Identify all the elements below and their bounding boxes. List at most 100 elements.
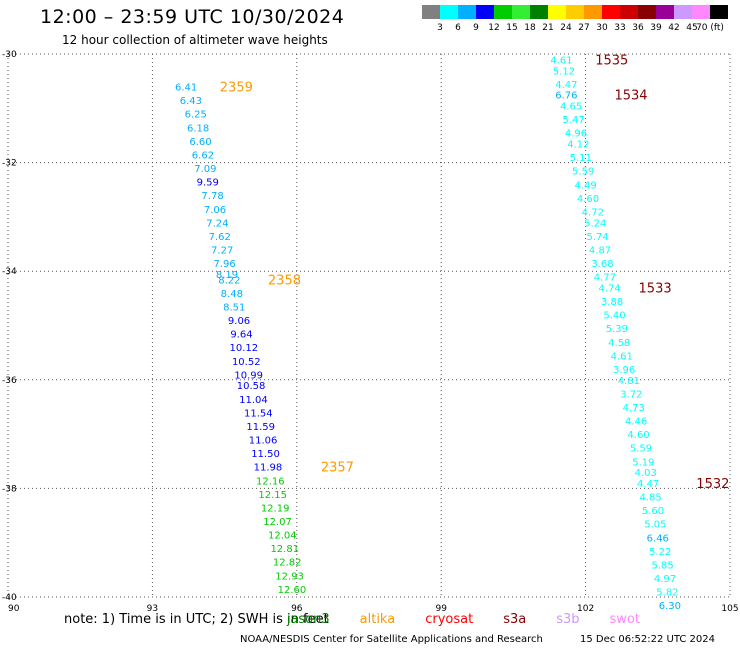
y-tick-label: -36 xyxy=(2,376,17,386)
wave-height-value: 4.47 xyxy=(637,479,659,490)
colorbar-swatch xyxy=(458,5,476,19)
wave-height-value: 6.30 xyxy=(659,601,681,612)
colorbar-label: 15 xyxy=(506,23,517,33)
wave-height-value: 6.46 xyxy=(647,533,669,544)
page-title: 12:00 – 23:59 UTC 10/30/2024 xyxy=(40,6,345,28)
wave-height-value: 5.47 xyxy=(562,115,584,126)
y-tick-label: -32 xyxy=(2,159,17,169)
wave-height-value: 5.82 xyxy=(656,588,678,599)
colorbar-label: 18 xyxy=(524,23,536,33)
wave-height-value: 10.52 xyxy=(232,357,261,368)
x-tick-label: 102 xyxy=(577,604,594,614)
wave-height-value: 7.24 xyxy=(206,218,228,229)
wave-height-value: 6.18 xyxy=(187,123,209,134)
wave-height-value: 5.59 xyxy=(572,167,594,178)
wave-height-value: 5.59 xyxy=(630,444,652,455)
wave-height-value: 6.62 xyxy=(192,150,214,161)
footer-timestamp: 15 Dec 06:52:22 UTC 2024 xyxy=(580,634,715,645)
wave-height-value: 4.77 xyxy=(594,273,616,284)
wave-height-value: 4.47 xyxy=(555,80,577,91)
wave-height-value: 12.60 xyxy=(278,585,307,596)
pass-time-label: 2357 xyxy=(321,461,354,476)
wave-height-value: 11.59 xyxy=(246,422,275,433)
wave-height-value: 5.11 xyxy=(570,153,592,164)
colorbar-label: 6 xyxy=(455,23,461,33)
colorbar-label: 21 xyxy=(542,23,553,33)
wave-height-value: 4.60 xyxy=(627,430,649,441)
colorbar-label: 36 xyxy=(632,23,644,33)
wave-height-value: 8.22 xyxy=(218,275,240,286)
wave-height-value: 10.12 xyxy=(230,343,259,354)
x-tick-label: 99 xyxy=(435,604,447,614)
wave-height-value: 4.97 xyxy=(654,574,676,585)
wave-height-value: 7.96 xyxy=(213,259,235,270)
wave-height-value: 4.60 xyxy=(577,194,599,205)
wave-height-value: 7.78 xyxy=(201,191,223,202)
colorbar-swatch xyxy=(692,5,710,19)
wave-height-value: 12.19 xyxy=(261,503,290,514)
wave-height-value: 4.12 xyxy=(567,140,589,151)
wave-height-value: 6.25 xyxy=(185,110,207,121)
colorbar-swatch xyxy=(656,5,674,19)
wave-height-value: 10.99 xyxy=(234,370,263,381)
colorbar-swatch xyxy=(476,5,494,19)
colorbar-label: 12 xyxy=(488,23,499,33)
colorbar-swatch xyxy=(548,5,566,19)
wave-height-value: 9.59 xyxy=(197,178,219,189)
colorbar-label: 33 xyxy=(614,23,625,33)
wave-height-value: 4.72 xyxy=(582,207,604,218)
wave-height-value: 9.06 xyxy=(228,316,250,327)
wave-height-value: 5.40 xyxy=(603,311,625,322)
wave-height-value: 4.96 xyxy=(565,129,587,140)
wave-height-value: 4.65 xyxy=(560,102,582,113)
wave-height-value: 4.85 xyxy=(639,493,661,504)
x-tick-label: 93 xyxy=(147,604,158,614)
wave-height-value: 5.05 xyxy=(644,520,666,531)
wave-height-value: 4.73 xyxy=(623,403,645,414)
wave-height-value: 7.06 xyxy=(204,205,226,216)
wave-height-value: 12.15 xyxy=(258,490,287,501)
colorbar-swatch xyxy=(530,5,548,19)
wave-height-value: 12.81 xyxy=(270,544,299,555)
wave-height-value: 8.51 xyxy=(223,302,245,313)
colorbar-label: 39 xyxy=(650,23,662,33)
wave-height-value: 4.74 xyxy=(599,283,621,294)
colorbar-swatch xyxy=(566,5,584,19)
wave-height-value: 3.68 xyxy=(591,259,613,270)
satellite-legend-jason3: jason3 xyxy=(286,612,330,627)
wave-height-value: 5.39 xyxy=(606,324,628,335)
wave-height-value: 6.43 xyxy=(180,96,202,107)
wave-height-value: 5.60 xyxy=(642,506,664,517)
wave-height-value: 8.19 xyxy=(216,270,238,281)
wave-height-value: 7.62 xyxy=(209,232,231,243)
pass-time-label: 2359 xyxy=(220,81,253,96)
wave-height-value: 4.61 xyxy=(611,351,633,362)
x-tick-label: 90 xyxy=(8,604,20,614)
satellite-legend-cryosat: cryosat xyxy=(425,612,474,627)
x-tick-label: 96 xyxy=(291,604,303,614)
wave-height-value: 4.49 xyxy=(574,180,596,191)
colorbar-label: 42 xyxy=(668,23,679,33)
pass-time-label: 1532 xyxy=(696,477,729,492)
pass-time-label: 1534 xyxy=(614,89,647,104)
wave-height-value: 4.58 xyxy=(608,338,630,349)
colorbar-label: 27 xyxy=(578,23,589,33)
pass-time-label: 1535 xyxy=(595,53,628,68)
satellite-legend-swot: swot xyxy=(609,612,640,627)
wave-height-value: 6.60 xyxy=(189,137,211,148)
y-tick-label: -40 xyxy=(2,593,17,603)
colorbar-swatch xyxy=(638,5,656,19)
satellite-legend-s3a: s3a xyxy=(503,612,527,627)
colorbar-swatch xyxy=(710,5,728,19)
wave-height-value: 3.72 xyxy=(620,389,642,400)
wave-height-value: 11.98 xyxy=(254,463,283,474)
colorbar-swatch xyxy=(674,5,692,19)
colorbar-label: 9 xyxy=(473,23,479,33)
colorbar-label: 30 xyxy=(596,23,608,33)
pass-time-label: 2358 xyxy=(268,273,301,288)
wave-height-value: 4.03 xyxy=(635,468,657,479)
wave-height-value: 10.58 xyxy=(237,381,266,392)
x-tick-label: 105 xyxy=(721,604,738,614)
wave-height-value: 12.16 xyxy=(256,476,285,487)
y-tick-label: -38 xyxy=(2,484,17,494)
